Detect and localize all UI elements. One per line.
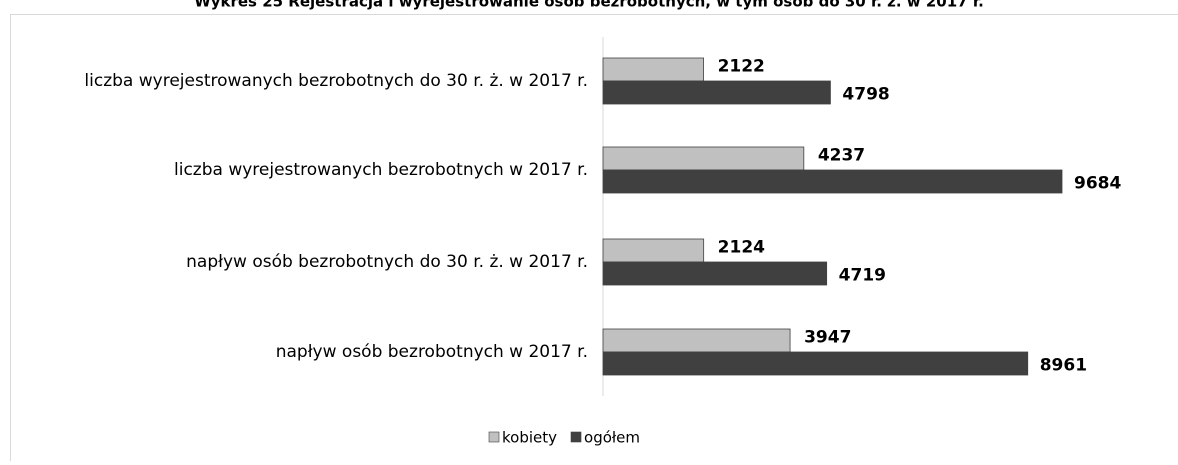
value-label: 8961 xyxy=(1040,356,1087,376)
bar xyxy=(603,352,1028,375)
value-label: 2124 xyxy=(718,238,765,258)
legend-label: ogółem xyxy=(584,429,640,447)
value-label: 4719 xyxy=(839,266,886,286)
category-label: liczba wyrejestrowanych bezrobotnych do … xyxy=(84,71,588,91)
category-label: napływ osób bezrobotnych w 2017 r. xyxy=(276,342,588,362)
category-label: liczba wyrejestrowanych bezrobotnych w 2… xyxy=(174,160,588,180)
bar xyxy=(603,239,704,262)
bar xyxy=(603,262,827,285)
chart-title: Wykres 25 Rejestracja i wyrejestrowanie … xyxy=(194,0,984,11)
bar xyxy=(603,329,790,352)
legend-swatch xyxy=(489,432,499,442)
value-label: 4237 xyxy=(818,146,865,166)
bar xyxy=(603,147,804,170)
bar xyxy=(603,81,830,104)
bar xyxy=(603,170,1062,193)
category-label: napływ osób bezrobotnych do 30 r. ż. w 2… xyxy=(186,252,588,272)
value-label: 4798 xyxy=(842,85,889,105)
value-label: 9684 xyxy=(1074,174,1121,194)
legend-label: kobiety xyxy=(502,429,557,447)
value-label: 2122 xyxy=(718,57,765,77)
legend-swatch xyxy=(571,432,581,442)
bar xyxy=(603,58,704,81)
value-label: 3947 xyxy=(804,328,851,348)
